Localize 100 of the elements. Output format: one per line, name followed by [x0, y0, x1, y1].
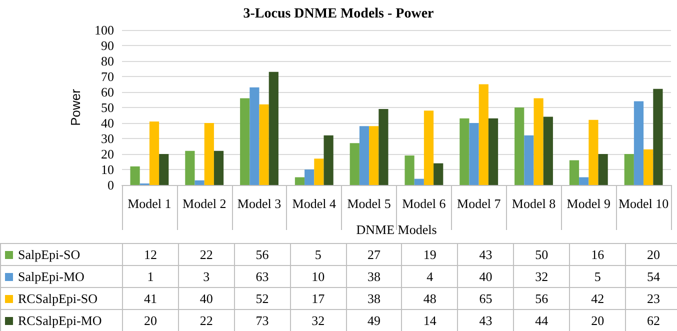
data-label: 38	[346, 266, 402, 288]
bar	[250, 87, 260, 185]
data-label: 17	[290, 288, 346, 310]
data-label: 54	[626, 266, 677, 288]
bar	[414, 178, 424, 185]
bar	[598, 154, 608, 185]
data-label: 12	[122, 244, 178, 266]
y-tick-label: 90	[101, 38, 114, 53]
bar	[543, 116, 553, 185]
y-tick-label: 10	[101, 162, 114, 177]
data-label: 38	[346, 288, 402, 310]
data-label: 19	[402, 244, 458, 266]
bar	[624, 154, 634, 185]
bar	[653, 88, 663, 185]
data-label: 5	[290, 244, 346, 266]
bar	[460, 118, 470, 185]
bar	[294, 177, 305, 185]
bar	[488, 118, 498, 185]
bar	[588, 120, 598, 185]
data-label: 10	[290, 266, 346, 288]
x-tick-label: Model 1	[128, 196, 172, 211]
bar	[185, 150, 195, 185]
bar	[350, 143, 360, 185]
data-label: 41	[122, 288, 178, 310]
bar	[378, 109, 388, 185]
x-tick-label: Model 3	[237, 196, 282, 211]
data-label: 32	[290, 310, 346, 331]
y-tick-label: 0	[108, 178, 114, 192]
data-label: 40	[178, 288, 234, 310]
y-tick-label: 20	[101, 146, 114, 162]
bar	[314, 158, 324, 185]
data-label: 63	[234, 266, 290, 288]
y-axis-title: Power	[68, 88, 83, 126]
bar	[268, 72, 278, 185]
data-label: 62	[626, 310, 677, 331]
data-label: 14	[402, 310, 458, 331]
data-label: 43	[458, 244, 514, 266]
y-tick-label: 60	[101, 84, 114, 100]
bar	[214, 150, 224, 185]
data-label: 50	[514, 244, 570, 266]
data-label: 43	[458, 310, 514, 331]
data-label: 20	[122, 310, 178, 331]
legend-label: RCSalpEpi-SO	[18, 290, 98, 306]
data-label: 16	[570, 244, 626, 266]
bar	[369, 126, 379, 185]
bar	[204, 123, 214, 185]
x-tick-label: Model 10	[618, 196, 669, 211]
x-tick-label: Model 9	[566, 196, 610, 211]
data-label: 42	[570, 288, 626, 310]
bar	[159, 154, 169, 185]
bar	[304, 170, 314, 185]
data-label: 5	[570, 266, 626, 288]
bar	[524, 135, 534, 185]
x-tick-label: Model 7	[457, 196, 502, 211]
x-tick-label: Model 6	[402, 196, 446, 211]
y-tick-label: 50	[101, 100, 114, 115]
y-tick-label: 70	[101, 69, 114, 84]
bar	[579, 177, 589, 185]
bar	[424, 110, 434, 185]
bar	[478, 84, 488, 185]
bar	[514, 108, 524, 185]
data-label: 22	[178, 310, 234, 331]
bar	[324, 135, 334, 185]
x-tick-label: Model 8	[512, 196, 556, 211]
y-tick-label: 100	[94, 22, 114, 38]
data-label: 44	[514, 310, 570, 331]
bar	[404, 156, 414, 185]
data-label: 27	[346, 244, 402, 266]
data-label: 4	[402, 266, 458, 288]
data-label: 23	[626, 288, 677, 310]
x-tick-label: Model 4	[292, 196, 336, 211]
bar	[634, 101, 644, 185]
bar	[569, 160, 580, 185]
x-tick-label: Model 2	[182, 196, 226, 211]
x-axis-title: DNME Models	[356, 222, 437, 237]
data-label: 56	[234, 244, 290, 266]
legend-label: SalpEpi-MO	[18, 268, 84, 284]
bar	[240, 98, 250, 185]
data-label: 22	[178, 244, 234, 266]
data-label: 52	[234, 288, 290, 310]
data-label: 56	[514, 288, 570, 310]
data-label: 3	[178, 266, 234, 288]
y-tick-label: 40	[101, 116, 114, 130]
bar	[259, 104, 269, 185]
data-label: 20	[570, 310, 626, 331]
bar	[359, 126, 370, 185]
data-label: 40	[458, 266, 514, 288]
x-tick-label: Model 5	[347, 196, 391, 211]
data-label: 1	[122, 266, 178, 288]
chart-title: 3-Locus DNME Models - Power	[243, 6, 434, 22]
data-label: 49	[346, 310, 402, 331]
bar	[469, 123, 479, 185]
bar	[434, 163, 444, 185]
bar	[149, 121, 160, 185]
legend-label: SalpEpi-SO	[18, 246, 80, 262]
bar	[194, 180, 204, 185]
data-label: 20	[626, 244, 677, 266]
data-label: 32	[514, 266, 570, 288]
data-label: 48	[402, 288, 458, 310]
bar	[644, 149, 654, 185]
